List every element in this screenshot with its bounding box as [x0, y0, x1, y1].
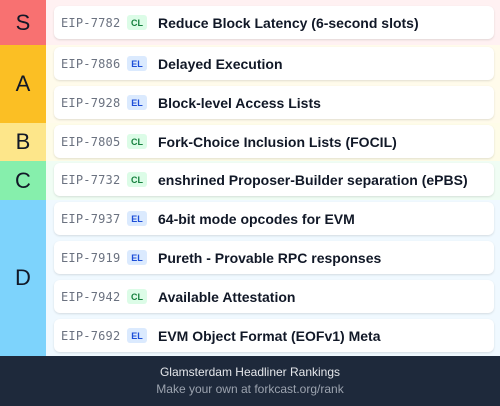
- footer: Glamsterdam Headliner Rankings Make your…: [0, 356, 500, 406]
- eip-title: 64-bit mode opcodes for EVM: [158, 210, 355, 227]
- tier-label-a: A: [0, 45, 46, 123]
- tier-row-a: A EIP-7886 EL Delayed Execution EIP-7928…: [0, 45, 500, 123]
- layer-badge-el: EL: [127, 95, 147, 110]
- eip-title: Available Attestation: [158, 288, 296, 305]
- tier-board: S EIP-7782 CL Reduce Block Latency (6-se…: [0, 0, 500, 356]
- eip-card-7919[interactable]: EIP-7919 EL Pureth - Provable RPC respon…: [54, 241, 494, 274]
- eip-title: Pureth - Provable RPC responses: [158, 249, 382, 266]
- tier-body-d: EIP-7937 EL 64-bit mode opcodes for EVM …: [46, 200, 500, 356]
- eip-number: EIP-7942: [61, 289, 121, 304]
- tier-label-d: D: [0, 200, 46, 356]
- eip-card-7928[interactable]: EIP-7928 EL Block-level Access Lists: [54, 86, 494, 119]
- eip-title: Delayed Execution: [158, 55, 283, 72]
- eip-card-7942[interactable]: EIP-7942 CL Available Attestation: [54, 280, 494, 313]
- eip-card-7732[interactable]: EIP-7732 CL enshrined Proposer-Builder s…: [54, 163, 494, 196]
- tier-label-s: S: [0, 0, 46, 45]
- eip-title: Reduce Block Latency (6-second slots): [158, 14, 419, 31]
- eip-card-7805[interactable]: EIP-7805 CL Fork-Choice Inclusion Lists …: [54, 125, 494, 158]
- eip-number: EIP-7937: [61, 211, 121, 226]
- eip-number: EIP-7919: [61, 250, 121, 265]
- eip-number: EIP-7732: [61, 172, 121, 187]
- eip-number: EIP-7928: [61, 95, 121, 110]
- eip-title: enshrined Proposer-Builder separation (e…: [158, 171, 468, 188]
- layer-badge-el: EL: [127, 250, 147, 265]
- eip-card-7692[interactable]: EIP-7692 EL EVM Object Format (EOFv1) Me…: [54, 319, 494, 352]
- tier-row-c: C EIP-7732 CL enshrined Proposer-Builder…: [0, 161, 500, 200]
- eip-card-7782[interactable]: EIP-7782 CL Reduce Block Latency (6-seco…: [54, 6, 494, 39]
- eip-title: Block-level Access Lists: [158, 94, 321, 111]
- footer-link[interactable]: Make your own at forkcast.org/rank: [156, 382, 344, 396]
- footer-title: Glamsterdam Headliner Rankings: [159, 365, 341, 379]
- layer-badge-el: EL: [127, 211, 147, 226]
- eip-number: EIP-7692: [61, 328, 121, 343]
- tier-body-c: EIP-7732 CL enshrined Proposer-Builder s…: [46, 161, 500, 200]
- layer-badge-el: EL: [127, 328, 147, 343]
- eip-number: EIP-7782: [61, 15, 121, 30]
- tier-row-d: D EIP-7937 EL 64-bit mode opcodes for EV…: [0, 200, 500, 356]
- tier-label-b: B: [0, 123, 46, 161]
- tier-row-s: S EIP-7782 CL Reduce Block Latency (6-se…: [0, 0, 500, 45]
- tier-body-s: EIP-7782 CL Reduce Block Latency (6-seco…: [46, 0, 500, 45]
- layer-badge-cl: CL: [127, 172, 147, 187]
- tier-body-b: EIP-7805 CL Fork-Choice Inclusion Lists …: [46, 123, 500, 161]
- eip-number: EIP-7886: [61, 56, 121, 71]
- eip-number: EIP-7805: [61, 134, 121, 149]
- eip-card-7886[interactable]: EIP-7886 EL Delayed Execution: [54, 47, 494, 80]
- layer-badge-cl: CL: [127, 289, 147, 304]
- eip-card-7937[interactable]: EIP-7937 EL 64-bit mode opcodes for EVM: [54, 202, 494, 235]
- tier-body-a: EIP-7886 EL Delayed Execution EIP-7928 E…: [46, 45, 500, 123]
- eip-title: EVM Object Format (EOFv1) Meta: [158, 327, 381, 344]
- layer-badge-cl: CL: [127, 134, 147, 149]
- layer-badge-cl: CL: [127, 15, 147, 30]
- tier-label-c: C: [0, 161, 46, 200]
- eip-title: Fork-Choice Inclusion Lists (FOCIL): [158, 133, 397, 150]
- layer-badge-el: EL: [127, 56, 147, 71]
- tier-row-b: B EIP-7805 CL Fork-Choice Inclusion List…: [0, 123, 500, 161]
